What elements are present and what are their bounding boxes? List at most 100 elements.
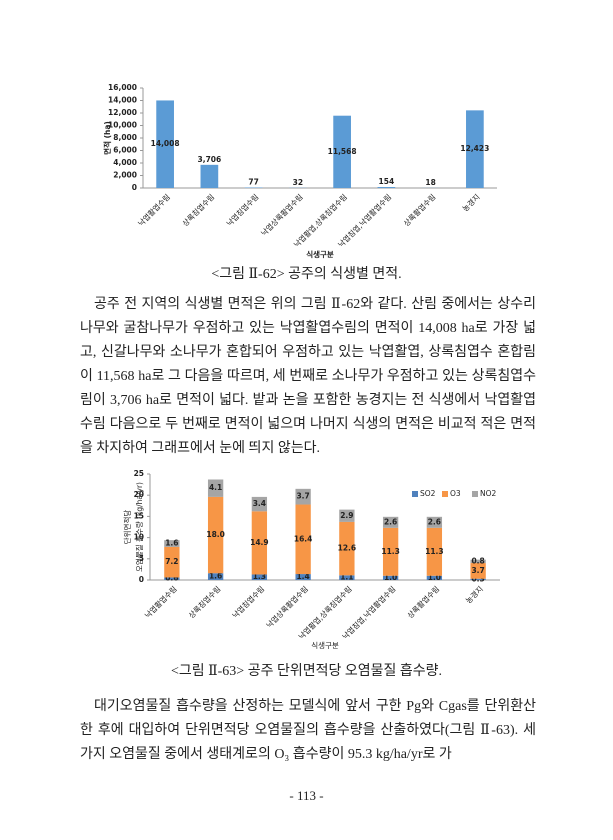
data-label: 77: [248, 178, 258, 187]
data-label: 12.6: [338, 544, 357, 553]
bar-segment: [426, 516, 443, 528]
bar: [333, 115, 351, 188]
bar-segment: [426, 575, 443, 580]
data-label: 3.7: [296, 492, 309, 501]
y-tick-label: 0: [139, 575, 144, 584]
data-label: 16.4: [294, 534, 313, 543]
data-label: 2.6: [428, 517, 441, 526]
data-label: 18: [425, 178, 435, 187]
y-tick-label: 4,000: [113, 158, 137, 167]
y-tick-label: 15: [134, 511, 144, 520]
y-tick-label: 10: [134, 533, 144, 542]
legend-label: NO2: [480, 489, 497, 498]
bar: [466, 110, 484, 188]
y-tick-label: 14,000: [108, 96, 137, 105]
data-label: 1.6: [165, 539, 178, 548]
bar-segment: [470, 559, 486, 564]
bar-segment: [295, 488, 311, 505]
bar-segment: [295, 574, 311, 580]
data-label: 3.7: [471, 566, 484, 575]
legend-swatch: [442, 491, 448, 497]
data-label: 3,706: [198, 155, 222, 164]
y-tick-label: 8,000: [113, 133, 137, 142]
data-label: 11.3: [381, 547, 400, 556]
bar-segment: [470, 578, 486, 580]
bar-segment: [339, 509, 355, 522]
data-label: 11.3: [425, 547, 444, 556]
data-label: 0.8: [471, 556, 484, 565]
legend-label: SO2: [420, 489, 436, 498]
paragraph: 대기오염물질 흡수량을 산정하는 모델식에 앞서 구한 Pg와 Cgas를 단위…: [80, 699, 536, 762]
x-tick-label: 상록침엽수림: [186, 584, 222, 620]
y-tick-label: 25: [134, 469, 144, 478]
data-label: 14.9: [250, 538, 269, 547]
y-tick-label: 16,000: [108, 83, 137, 92]
data-label: 1.3: [253, 572, 266, 581]
legend-label: O3: [450, 489, 461, 498]
data-label: 12,423: [460, 144, 489, 153]
bar-segment: [295, 504, 311, 575]
bar-segment: [382, 575, 399, 580]
x-tick-label: 낙엽상록활엽수림: [264, 584, 310, 630]
data-label: 18.0: [206, 530, 225, 539]
data-label: 3.4: [253, 499, 266, 508]
x-tick-label: 상록활엽수림: [405, 584, 441, 620]
x-tick-label: 농경지: [460, 192, 482, 214]
x-tick-label: 낙엽침엽수림: [230, 584, 266, 620]
bar-segment: [251, 511, 268, 575]
bar-segment: [426, 527, 443, 576]
y-tick-label: 20: [134, 490, 144, 499]
y-tick-label: 12,000: [108, 108, 137, 117]
bar-segment: [251, 496, 268, 512]
bar-segment: [207, 496, 224, 574]
bar: [377, 187, 396, 188]
x-tick-label: 상록침엽수림: [180, 192, 216, 228]
data-label: 1.6: [209, 572, 222, 581]
y-tick-label: 2,000: [113, 171, 137, 180]
page-number: - 113 -: [289, 788, 324, 803]
x-axis-label: 식생구분: [306, 249, 334, 259]
y-axis-label: 면적 (ha): [102, 121, 112, 155]
x-tick-label: 낙엽침엽수림: [224, 192, 260, 228]
y-tick-label: 6,000: [113, 146, 137, 155]
data-label: 32: [293, 178, 303, 187]
bar-segment: [207, 573, 224, 580]
data-label: 11,568: [328, 147, 357, 156]
y-tick-label: 5: [139, 554, 144, 563]
data-label: 1.0: [428, 573, 441, 582]
caption: <그림 Ⅱ-63> 공주 단위면적당 오염물질 흡수량.: [170, 664, 443, 679]
y-tick-label: 10,000: [108, 121, 137, 130]
legend-swatch: [412, 491, 418, 497]
x-tick-label: 상록활엽수림: [401, 192, 437, 228]
bar-segment: [382, 516, 399, 528]
bar: [156, 100, 174, 188]
caption: <그림 Ⅱ-62> 공주의 식생별 면적.: [211, 267, 402, 282]
paragraph: 공주 전 지역의 식생별 면적은 위의 그림 Ⅱ-62와 같다. 산림 중에서는…: [80, 297, 536, 456]
data-label: 2.9: [340, 511, 353, 520]
y-tick-label: 0: [132, 183, 137, 192]
x-axis-label: 식생구분: [311, 640, 339, 650]
x-tick-label: 농경지: [463, 584, 485, 606]
bar: [200, 164, 219, 188]
x-tick-label: 낙엽활엽수림: [142, 584, 178, 620]
y-axis-label: 단위면적당: [122, 510, 132, 545]
data-label: 1.0: [384, 573, 397, 582]
bar-segment: [339, 521, 355, 576]
data-label: 0.6: [165, 574, 178, 583]
y-axis-label: 오염물질 흡수량 (kg/ha/yr): [134, 482, 144, 572]
data-label: 7.2: [165, 557, 178, 566]
data-label: 4.1: [209, 483, 222, 492]
bar-segment: [251, 574, 268, 580]
bar-segment: [382, 527, 399, 576]
data-label: 14,008: [151, 139, 180, 148]
data-label: 154: [379, 177, 395, 186]
x-tick-label: 낙엽상록활엽수림: [259, 192, 305, 238]
bar-segment: [470, 563, 486, 579]
data-label: 1.1: [340, 573, 353, 582]
data-label: 1.4: [296, 572, 309, 581]
data-label: 0.3: [471, 574, 484, 583]
bar-segment: [164, 577, 180, 580]
bar-segment: [207, 479, 224, 497]
bar-segment: [339, 575, 355, 580]
